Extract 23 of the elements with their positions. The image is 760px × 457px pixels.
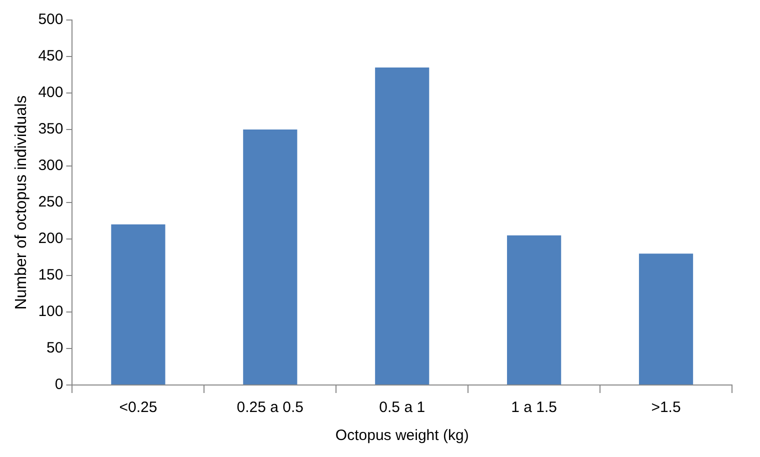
y-tick-label: 200 bbox=[38, 230, 64, 248]
bar bbox=[243, 130, 298, 384]
y-tick-label: 400 bbox=[38, 84, 64, 102]
y-tick-label: 250 bbox=[38, 194, 64, 211]
y-tick-label: 100 bbox=[38, 303, 64, 320]
x-tick-label: >1.5 bbox=[651, 399, 681, 416]
y-tick-label: 50 bbox=[46, 340, 64, 357]
bar bbox=[375, 67, 430, 384]
y-tick-label: 150 bbox=[38, 266, 64, 284]
y-axis-title: Number of octopus individuals bbox=[13, 95, 30, 310]
y-tick-label: 500 bbox=[38, 11, 64, 28]
y-tick-label: 300 bbox=[38, 157, 64, 174]
x-tick-label: 0.5 a 1 bbox=[379, 399, 426, 416]
y-tick-label: 450 bbox=[38, 48, 64, 65]
x-tick-label: 0.25 a 0.5 bbox=[236, 399, 304, 416]
bar bbox=[638, 254, 694, 384]
y-tick-label: 0 bbox=[54, 376, 64, 394]
x-tick-label: <0.25 bbox=[119, 399, 158, 416]
x-tick-label: 1 a 1.5 bbox=[511, 399, 558, 416]
x-axis-title: Octopus weight (kg) bbox=[335, 427, 469, 444]
y-tick-label: 350 bbox=[38, 120, 64, 138]
bar bbox=[111, 224, 166, 384]
bar bbox=[507, 235, 562, 384]
